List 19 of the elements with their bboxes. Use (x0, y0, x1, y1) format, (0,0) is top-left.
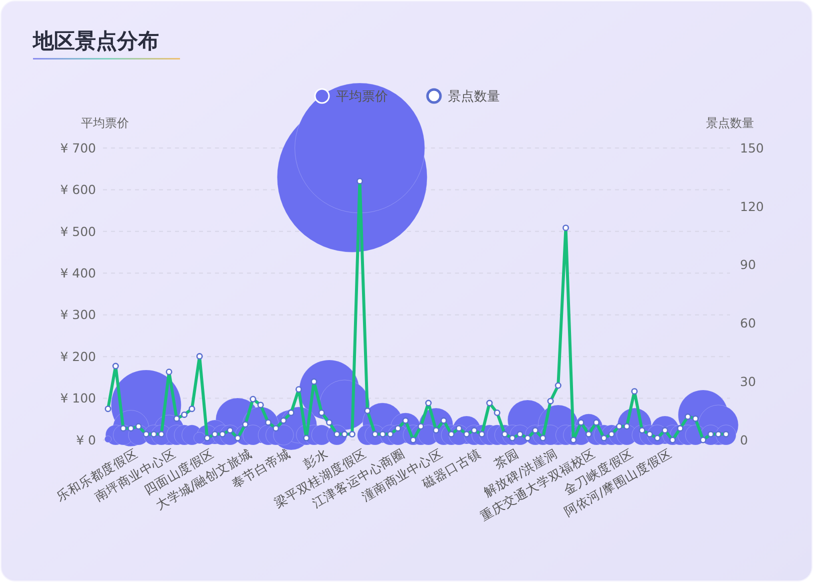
y-tick-label: ¥ 400 (60, 266, 96, 281)
y2-tick-label: 60 (740, 316, 756, 331)
y-tick-label: ¥ 300 (60, 307, 96, 322)
y2-tick-label: 150 (740, 140, 764, 156)
chart-title: 地区景点分布 (32, 29, 159, 53)
y2-tick-label: 120 (740, 198, 764, 214)
y-tick-label: ¥ 600 (60, 182, 96, 198)
legend-label: 景点数量 (448, 90, 500, 105)
y-tick-label: ¥ 200 (60, 348, 96, 364)
y2-axis-title: 景点数量 (706, 116, 754, 130)
y2-tick-label: 90 (740, 257, 756, 272)
y2-tick-label: 0 (740, 432, 748, 448)
y-tick-label: ¥ 700 (60, 140, 96, 156)
y-tick-label: ¥ 0 (76, 432, 96, 448)
y2-tick-label: 30 (740, 374, 756, 389)
y-tick-label: ¥ 500 (60, 224, 96, 239)
y-axis-title: 平均票价 (81, 116, 129, 130)
legend-label: 平均票价 (336, 90, 388, 105)
y-tick-label: ¥ 100 (60, 390, 96, 406)
